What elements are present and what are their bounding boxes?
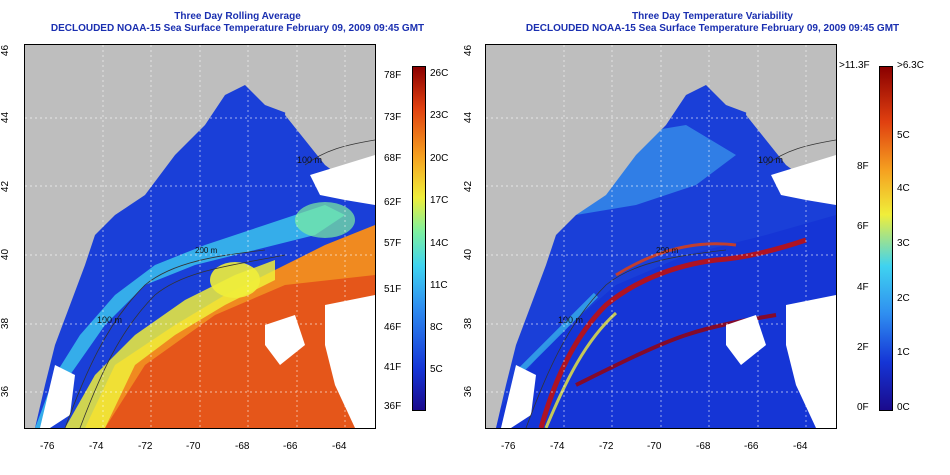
cb-right-f-2: 6F <box>857 221 869 232</box>
cb-right-f-1: 8F <box>857 161 869 172</box>
cb-left-c-6: 8C <box>430 322 443 333</box>
cb-right-c-2: 4C <box>897 183 910 194</box>
x-tick-66-left: -66 <box>283 441 298 452</box>
y-tick-38-left: 38 <box>0 317 12 330</box>
y-tick-42-left: 42 <box>0 180 12 193</box>
y-tick-42-right: 42 <box>463 180 475 193</box>
cb-left-c-5: 11C <box>430 280 448 291</box>
x-tick-74-left: -74 <box>89 441 104 452</box>
left-title: Three Day Rolling Average <box>174 11 301 22</box>
cb-left-c-3: 17C <box>430 195 449 206</box>
contour-label-100m-right: 100 m <box>558 315 583 325</box>
variability-colorbar <box>879 66 893 411</box>
cb-left-f-4: 57F <box>384 238 402 249</box>
cb-right-c-0: >6.3C <box>897 60 924 71</box>
cb-right-c-4: 2C <box>897 293 910 304</box>
cb-left-f-6: 46F <box>384 322 402 333</box>
x-tick-70-right: -70 <box>647 441 662 452</box>
lat-lon-grid <box>25 45 375 428</box>
x-tick-68-right: -68 <box>696 441 711 452</box>
contour-label-100m-right-north: 100 m <box>758 155 783 165</box>
y-tick-38-right: 38 <box>463 317 475 330</box>
y-tick-46-right: 46 <box>463 44 475 57</box>
sst-average-map: 100 m 100 m 200 m <box>24 44 376 429</box>
y-tick-46-left: 46 <box>0 44 12 57</box>
left-panel: Three Day Rolling Average DECLOUDED NOAA… <box>0 11 449 452</box>
land-area-right <box>486 45 836 428</box>
right-title: Three Day Temperature Variability <box>632 11 793 22</box>
cb-right-c-6: 0C <box>897 402 910 413</box>
lat-lon-grid-right <box>486 45 836 428</box>
y-tick-44-right: 44 <box>463 111 475 124</box>
cb-right-c-1: 5C <box>897 130 910 141</box>
cb-left-c-2: 20C <box>430 153 449 164</box>
cb-left-c-1: 23C <box>430 110 449 121</box>
x-tick-68-left: -68 <box>235 441 250 452</box>
x-tick-74-right: -74 <box>550 441 565 452</box>
right-subtitle: DECLOUDED NOAA-15 Sea Surface Temperatur… <box>525 23 900 34</box>
y-tick-36-left: 36 <box>0 385 12 398</box>
cb-left-f-5: 51F <box>384 284 402 295</box>
cb-left-c-0: 26C <box>430 68 449 79</box>
cb-left-f-7: 41F <box>384 362 402 373</box>
land-area <box>25 45 375 428</box>
x-tick-70-left: -70 <box>186 441 201 452</box>
cb-left-f-0: 78F <box>384 70 402 81</box>
cb-left-c-7: 5C <box>430 364 443 375</box>
x-tick-72-left: -72 <box>138 441 153 452</box>
cb-right-f-5: 0F <box>857 402 869 413</box>
sst-variability-map: 100 m 100 m 200 m <box>485 44 837 429</box>
left-subtitle: DECLOUDED NOAA-15 Sea Surface Temperatur… <box>50 23 425 34</box>
cb-left-f-1: 73F <box>384 112 402 123</box>
cb-right-f-4: 2F <box>857 342 869 353</box>
y-tick-40-left: 40 <box>0 248 12 261</box>
contour-label-100m-left-north: 100 m <box>297 155 322 165</box>
cb-right-c-3: 3C <box>897 238 910 249</box>
x-tick-66-right: -66 <box>744 441 759 452</box>
cb-right-f-0: >11.3F <box>839 60 870 71</box>
contour-label-200m-right: 200 m <box>656 246 679 255</box>
contour-label-200m-left: 200 m <box>195 246 218 255</box>
x-tick-76-left: -76 <box>40 441 55 452</box>
x-tick-72-right: -72 <box>599 441 614 452</box>
cb-left-f-3: 62F <box>384 197 402 208</box>
x-tick-76-right: -76 <box>501 441 516 452</box>
sst-colorbar <box>412 66 426 411</box>
cb-left-f-2: 68F <box>384 153 402 164</box>
cb-right-f-3: 4F <box>857 282 869 293</box>
cb-left-c-4: 14C <box>430 238 449 249</box>
contour-label-100m-left: 100 m <box>97 315 122 325</box>
cb-right-c-5: 1C <box>897 347 910 358</box>
y-tick-36-right: 36 <box>463 385 475 398</box>
right-panel: Three Day Temperature Variability DECLOU… <box>463 0 950 475</box>
y-tick-40-right: 40 <box>463 248 475 261</box>
y-tick-44-left: 44 <box>0 111 12 124</box>
x-tick-64-right: -64 <box>793 441 808 452</box>
x-tick-64-left: -64 <box>332 441 347 452</box>
cb-left-f-8: 36F <box>384 401 402 412</box>
